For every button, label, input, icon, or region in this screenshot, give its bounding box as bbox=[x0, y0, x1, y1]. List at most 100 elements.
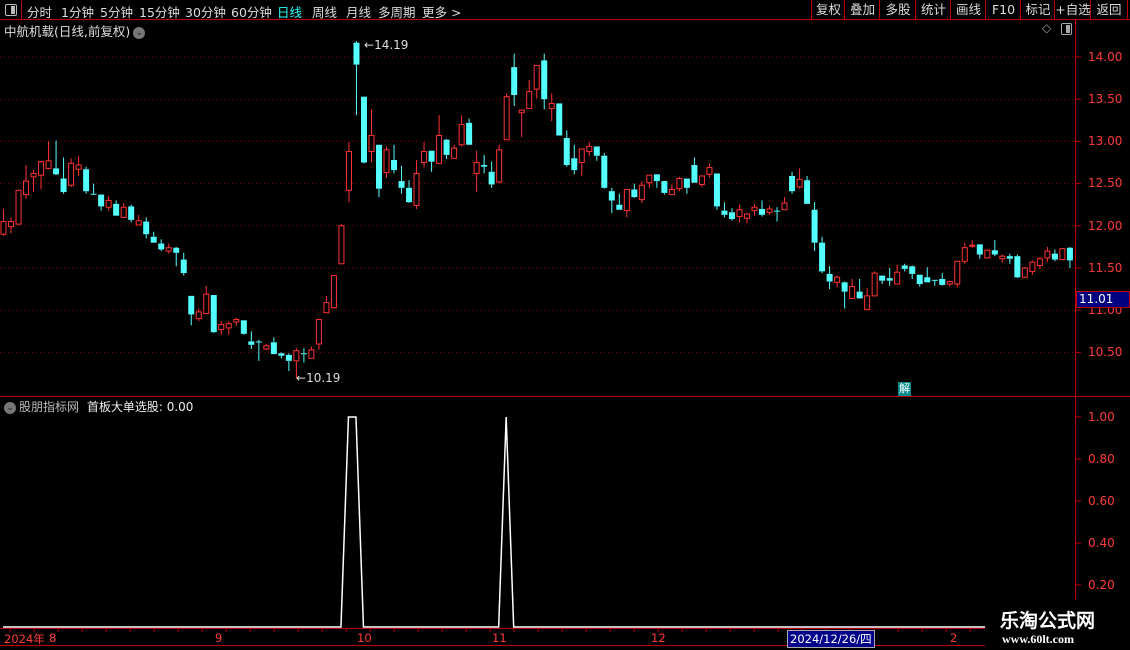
candle-body-down bbox=[158, 243, 165, 250]
candle-body-down bbox=[601, 155, 608, 188]
candle-body-down bbox=[789, 176, 796, 192]
candle-body-down bbox=[90, 193, 97, 195]
restore-rights-button[interactable]: 复权 bbox=[811, 0, 845, 19]
period-1min[interactable]: 1分钟 bbox=[61, 5, 94, 20]
stock-title: 中航机载(日线,前复权) bbox=[4, 24, 131, 39]
multi-stock-button[interactable]: 多股 bbox=[879, 0, 916, 19]
candle-body-down bbox=[1066, 247, 1073, 261]
candle-body-up bbox=[436, 134, 443, 164]
period-intraday[interactable]: 分时 bbox=[27, 5, 53, 20]
candle-body-up bbox=[225, 323, 232, 329]
price-tick: 13.00 bbox=[1088, 134, 1123, 148]
candle-body-up bbox=[218, 324, 225, 331]
candle-body-down bbox=[270, 342, 277, 355]
candle-body-down bbox=[248, 341, 255, 345]
period-more[interactable]: 更多 > bbox=[422, 5, 462, 20]
candle-body-up bbox=[473, 162, 480, 174]
candle-body-up bbox=[458, 124, 465, 146]
unlock-badge[interactable]: 解 bbox=[898, 382, 911, 396]
candle-body-down bbox=[60, 178, 67, 193]
indicator-name: 首板大单选股: 0.00 bbox=[86, 400, 194, 414]
candle-body-up bbox=[766, 208, 773, 213]
current-price-label: 11.01 bbox=[1076, 291, 1130, 308]
candle-body-down bbox=[376, 144, 382, 189]
candle-body-down bbox=[819, 242, 826, 272]
candle-body-up bbox=[23, 180, 30, 196]
candle-body-up bbox=[548, 102, 555, 109]
candle-body-down bbox=[240, 320, 247, 334]
high-price-label: ←14.19 bbox=[364, 38, 409, 52]
candle-body-down bbox=[728, 212, 735, 220]
mark-button[interactable]: 标记 bbox=[1020, 0, 1055, 19]
candle-body-down bbox=[428, 150, 435, 162]
candle-body-up bbox=[8, 221, 15, 228]
candle-body-down bbox=[541, 60, 548, 100]
candle-body-down bbox=[443, 139, 450, 155]
period-daily[interactable]: 日线 bbox=[277, 5, 303, 20]
candle-body-down bbox=[128, 206, 135, 220]
price-tick: 14.00 bbox=[1088, 50, 1123, 64]
candle-body-up bbox=[15, 189, 22, 225]
candle-body-up bbox=[586, 145, 593, 153]
f10-button[interactable]: F10 bbox=[985, 0, 1021, 19]
candle-body-down bbox=[841, 282, 848, 292]
candle-body-up bbox=[984, 249, 991, 259]
candle-body-up bbox=[1029, 261, 1036, 272]
panel-toggle-icon[interactable] bbox=[0, 0, 22, 19]
candle-body-down bbox=[976, 244, 983, 255]
period-multi[interactable]: 多周期 bbox=[378, 5, 416, 20]
candle-body-down bbox=[1051, 253, 1058, 260]
candle-body-up bbox=[503, 96, 510, 141]
period-monthly[interactable]: 月线 bbox=[346, 5, 372, 20]
candle-body-down bbox=[721, 210, 728, 215]
period-60min[interactable]: 60分钟 bbox=[231, 5, 272, 20]
date-label: 8 bbox=[49, 631, 57, 645]
candle-body-up bbox=[706, 167, 713, 175]
candle-body-down bbox=[406, 187, 413, 203]
candle-body-down bbox=[255, 341, 262, 343]
overlay-button[interactable]: 叠加 bbox=[844, 0, 880, 19]
period-5min[interactable]: 5分钟 bbox=[100, 5, 133, 20]
candle-body-down bbox=[593, 146, 600, 156]
candle-body-up bbox=[526, 91, 533, 109]
candle-body-up bbox=[195, 311, 202, 320]
watermark bbox=[985, 600, 1130, 650]
candle-body-down bbox=[53, 168, 60, 175]
candle-body-down bbox=[571, 158, 578, 171]
candle-body-up bbox=[293, 350, 300, 362]
candle-body-down bbox=[774, 210, 781, 212]
candle-body-up bbox=[68, 162, 75, 186]
back-button[interactable]: 返回 bbox=[1090, 0, 1128, 19]
candle-body-down bbox=[481, 165, 488, 167]
date-label: 10 bbox=[357, 631, 372, 645]
statistics-button[interactable]: 统计 bbox=[915, 0, 951, 19]
candle-body-down bbox=[360, 96, 367, 163]
add-watchlist-button[interactable]: +自选 bbox=[1054, 0, 1091, 19]
candle-body-up bbox=[623, 189, 630, 212]
chevron-down-icon[interactable]: ⌄ bbox=[133, 26, 146, 39]
candle-body-down bbox=[83, 169, 90, 192]
period-15min[interactable]: 15分钟 bbox=[139, 5, 180, 20]
watermark-title: 乐淘公式网 bbox=[1000, 610, 1096, 632]
indicator-line bbox=[3, 416, 1070, 628]
candle-body-up bbox=[120, 206, 127, 218]
candle-body-down bbox=[1006, 256, 1013, 259]
panel-toggle-icon[interactable] bbox=[1061, 23, 1072, 35]
candle-body-up bbox=[38, 161, 45, 176]
candle-body-down bbox=[653, 174, 660, 182]
candle-body-up bbox=[668, 189, 675, 196]
chevron-down-icon[interactable]: ⌄ bbox=[4, 401, 16, 414]
draw-line-button[interactable]: 画线 bbox=[950, 0, 986, 19]
candle-body-down bbox=[924, 277, 931, 283]
period-30min[interactable]: 30分钟 bbox=[185, 5, 226, 20]
axis-divider bbox=[1075, 20, 1076, 645]
candle-body-down bbox=[826, 273, 833, 282]
panel-divider bbox=[0, 396, 1130, 397]
candle-body-down bbox=[916, 274, 923, 285]
period-weekly[interactable]: 周线 bbox=[312, 5, 338, 20]
candle-body-down bbox=[150, 236, 157, 243]
candle-body-down bbox=[113, 203, 120, 216]
diamond-icon[interactable]: ◇ bbox=[1042, 21, 1052, 35]
candle-body-up bbox=[999, 255, 1006, 260]
